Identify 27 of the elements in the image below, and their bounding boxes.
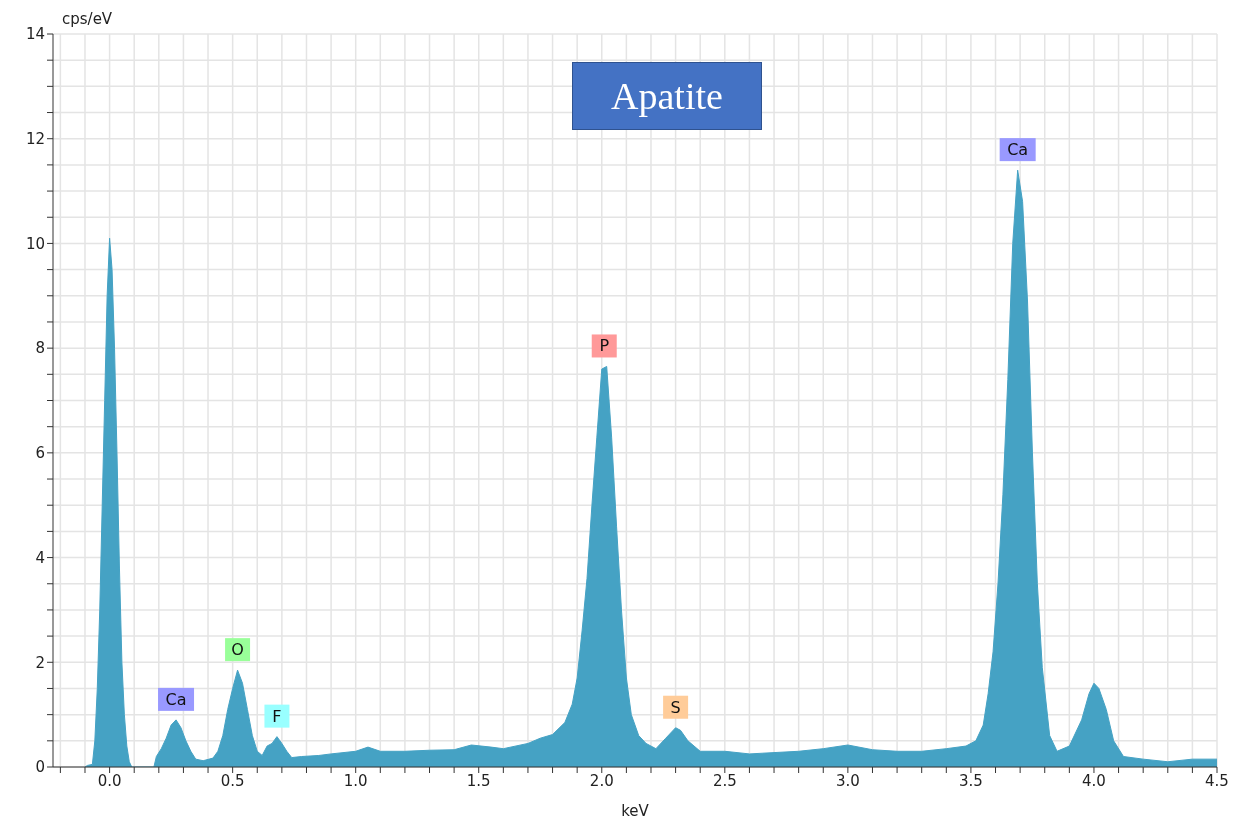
x-tick-label: 1.5 bbox=[466, 771, 491, 790]
y-tick-label: 4 bbox=[35, 548, 45, 567]
x-tick-label: 3.5 bbox=[958, 771, 983, 790]
y-tick-label: 10 bbox=[25, 234, 45, 253]
y-tick-label: 2 bbox=[35, 653, 45, 672]
annotation: F bbox=[272, 706, 282, 726]
y-tick-label: 14 bbox=[25, 25, 45, 44]
x-tick-label: 2.5 bbox=[712, 771, 737, 790]
annotation: O bbox=[231, 640, 244, 660]
annotation: S bbox=[670, 697, 681, 717]
text: Apatite bbox=[572, 62, 762, 130]
x-tick-label: 0.0 bbox=[97, 771, 122, 790]
x-tick-label: 4.0 bbox=[1082, 771, 1106, 790]
y-tick-label: 6 bbox=[35, 444, 45, 463]
x-tick-label: 4.5 bbox=[1205, 771, 1229, 790]
x-tick-label: 0.5 bbox=[220, 771, 245, 790]
x-tick-label: 1.0 bbox=[343, 771, 368, 790]
annotation: Ca bbox=[165, 689, 187, 709]
x-tick-label: 3.0 bbox=[835, 771, 860, 790]
annotation: Ca bbox=[1007, 140, 1029, 160]
y-axis-title: cps/eV bbox=[62, 10, 113, 28]
y-tick-label: 8 bbox=[35, 339, 45, 358]
y-tick-label: 0 bbox=[35, 758, 45, 777]
annotation: P bbox=[599, 336, 610, 356]
x-tick-label: 2.0 bbox=[589, 771, 614, 790]
y-tick-label: 12 bbox=[25, 130, 45, 149]
x-axis-title: keV bbox=[621, 802, 650, 820]
